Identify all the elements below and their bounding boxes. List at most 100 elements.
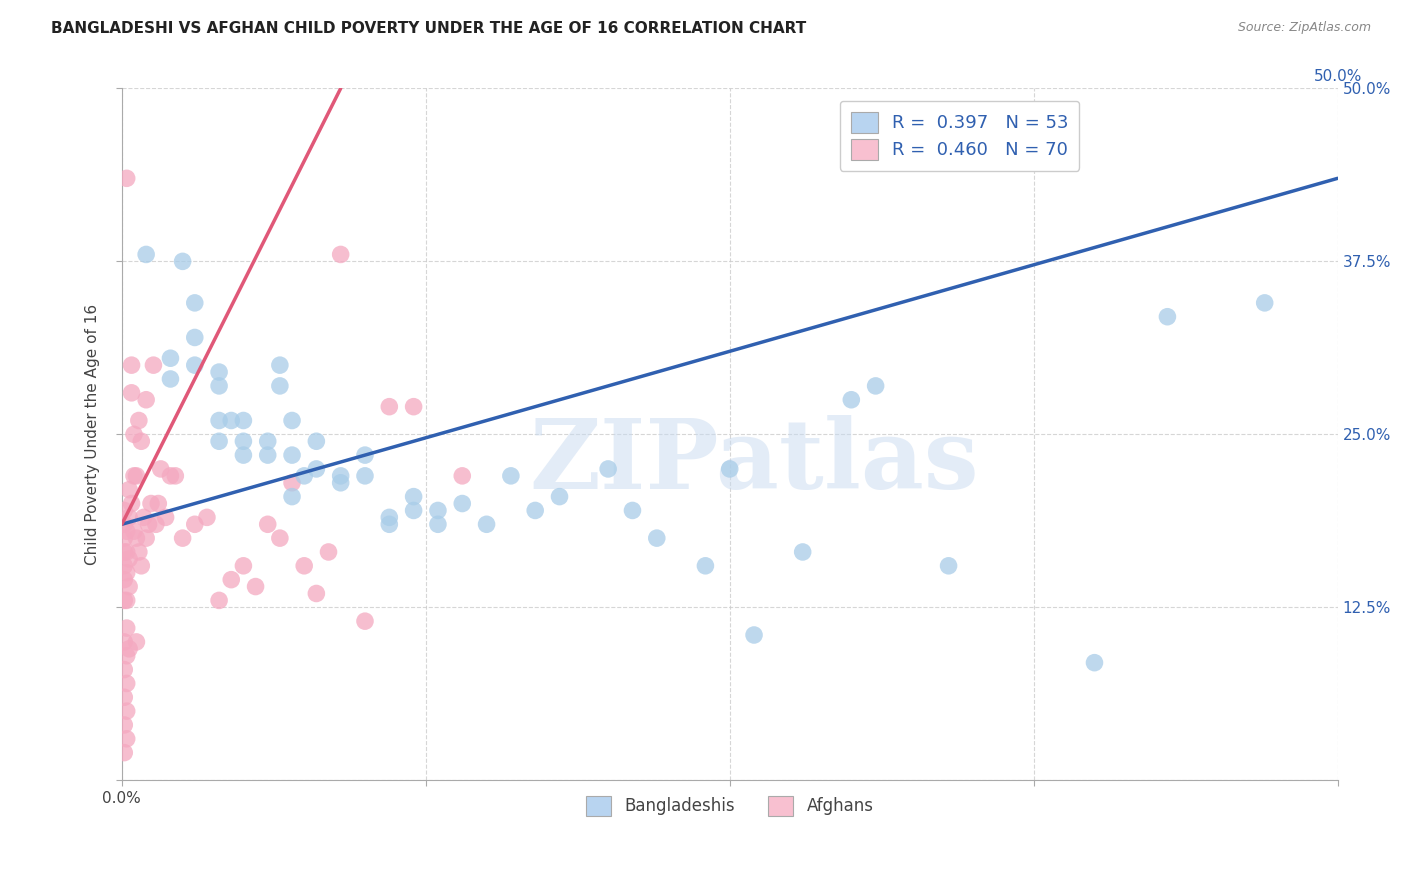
Point [135,531,157,545]
Point [184,330,207,344]
Point [125,635,148,649]
Point [121,385,143,400]
Point [402,503,425,517]
Point [128,545,150,559]
Point [118,641,141,656]
Point [378,400,401,414]
Point [792,545,814,559]
Point [129,434,152,449]
Point [112,517,135,532]
Point [1083,656,1105,670]
Point [149,462,172,476]
Point [269,358,291,372]
Point [208,365,231,379]
Point [718,462,741,476]
Point [402,400,425,414]
Point [354,468,377,483]
Point [621,503,644,517]
Point [281,490,304,504]
Point [695,558,717,573]
Point [115,731,138,746]
Point [329,475,352,490]
Point [195,510,218,524]
Point [1156,310,1178,324]
Point [115,524,138,539]
Point [112,503,135,517]
Point [184,358,207,372]
Point [118,510,141,524]
Point [865,379,887,393]
Point [118,552,141,566]
Point [402,490,425,504]
Point [839,392,862,407]
Legend: Bangladeshis, Afghans: Bangladeshis, Afghans [578,788,882,824]
Point [112,545,135,559]
Point [208,593,231,607]
Point [138,517,160,532]
Point [645,531,668,545]
Point [115,566,138,580]
Point [115,676,138,690]
Point [305,462,328,476]
Point [112,573,135,587]
Point [118,483,141,497]
Point [112,663,135,677]
Point [115,648,138,663]
Point [354,448,377,462]
Point [281,413,304,427]
Point [475,517,498,532]
Point [208,413,231,427]
Point [159,468,181,483]
Point [524,503,547,517]
Point [269,531,291,545]
Point [121,358,143,372]
Point [426,503,449,517]
Point [232,413,254,427]
Point [354,614,377,628]
Point [112,558,135,573]
Point [118,580,141,594]
Point [115,593,138,607]
Point [125,468,148,483]
Point [112,718,135,732]
Point [172,254,194,268]
Point [112,635,135,649]
Point [115,704,138,718]
Point [742,628,765,642]
Point [112,531,135,545]
Point [499,468,522,483]
Point [148,496,170,510]
Point [232,434,254,449]
Point [142,358,165,372]
Point [159,372,181,386]
Text: ZIPatlas: ZIPatlas [529,415,979,509]
Point [1253,296,1275,310]
Point [318,545,340,559]
Point [232,558,254,573]
Text: BANGLADESHI VS AFGHAN CHILD POVERTY UNDER THE AGE OF 16 CORRELATION CHART: BANGLADESHI VS AFGHAN CHILD POVERTY UNDE… [51,21,806,37]
Text: Source: ZipAtlas.com: Source: ZipAtlas.com [1237,21,1371,35]
Point [305,434,328,449]
Point [129,558,152,573]
Point [269,379,291,393]
Point [208,379,231,393]
Point [245,580,267,594]
Point [426,517,449,532]
Point [115,545,138,559]
Point [122,524,145,539]
Point [172,531,194,545]
Point [598,462,620,476]
Point [112,746,135,760]
Point [112,690,135,705]
Point [135,392,157,407]
Point [378,510,401,524]
Point [938,558,960,573]
Point [378,517,401,532]
Point [159,351,181,366]
Point [256,448,278,462]
Point [122,427,145,442]
Point [145,517,167,532]
Point [232,448,254,462]
Point [219,573,242,587]
Point [281,475,304,490]
